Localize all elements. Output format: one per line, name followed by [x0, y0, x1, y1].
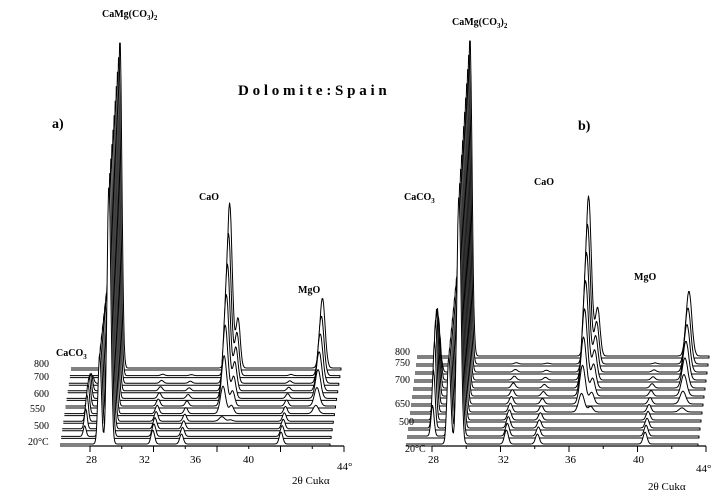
panel-a-temp-label: 20°C	[28, 437, 49, 448]
panel-b-x-tick-label: 28	[428, 454, 440, 466]
panel-a-x-tick-label: 32	[139, 454, 150, 466]
panel-b-label: b)	[578, 119, 591, 134]
panel-a-x-tick-label: 28	[86, 454, 98, 466]
xrd-trace	[406, 197, 699, 447]
panel-b-peak-label: CaCO3	[404, 192, 435, 205]
panel-a: a) 28 32 36 40 44° 2θ Cukα 800 700 600 5…	[28, 9, 352, 487]
panel-a-x-tick-label: 36	[190, 454, 202, 466]
panel-b-temp-label: 800	[395, 347, 410, 358]
panel-a-peak-label: CaCO3	[56, 348, 87, 361]
panel-b-temp-label: 650	[395, 399, 410, 410]
panel-a-temp-label: 550	[30, 404, 45, 415]
panel-b-peak-label: CaO	[534, 177, 554, 188]
panel-b-axis-label: 2θ Cukα	[648, 481, 686, 493]
panel-a-x-tick-label: 40	[243, 454, 255, 466]
panel-a-traces	[60, 42, 342, 447]
panel-b-temp-label: 750	[395, 358, 410, 369]
panel-a-temp-label: 500	[34, 421, 49, 432]
panel-b: b) 28 32 36 40 44° 2θ Cukα 800 750 700 6…	[395, 17, 711, 493]
panel-a-peak-label: MgO	[298, 285, 320, 296]
panel-b-x-tick-label: 44°	[696, 463, 711, 475]
panel-a-x-tick-label: 44°	[337, 461, 352, 473]
figure-title: D o l o m i t e : S p a i n	[238, 83, 387, 99]
panel-b-x-tick-label: 40	[633, 454, 645, 466]
panel-a-axis-label: 2θ Cukα	[292, 475, 330, 487]
panel-a-temp-label: 800	[34, 359, 49, 370]
xrd-trace	[60, 187, 331, 447]
panel-a-temp-label: 700	[34, 372, 49, 383]
panel-b-peak-label: MgO	[634, 272, 656, 283]
panel-b-temp-label: 700	[395, 375, 410, 386]
panel-b-traces	[406, 40, 710, 447]
panel-b-peak-label: CaMg(CO3)2	[452, 17, 508, 30]
panel-b-x-tick-label: 32	[498, 454, 509, 466]
panel-a-x-ticks	[89, 446, 345, 452]
panel-b-temp-label: 500	[399, 417, 414, 428]
panel-a-label: a)	[52, 117, 64, 132]
panel-b-temp-label: 20°C	[405, 444, 426, 455]
panel-a-peak-label: CaO	[199, 192, 219, 203]
panel-b-x-ticks	[431, 446, 707, 452]
panel-a-temp-label: 600	[34, 389, 49, 400]
panel-b-x-tick-label: 36	[565, 454, 577, 466]
panel-a-peak-label: CaMg(CO3)2	[102, 9, 158, 22]
